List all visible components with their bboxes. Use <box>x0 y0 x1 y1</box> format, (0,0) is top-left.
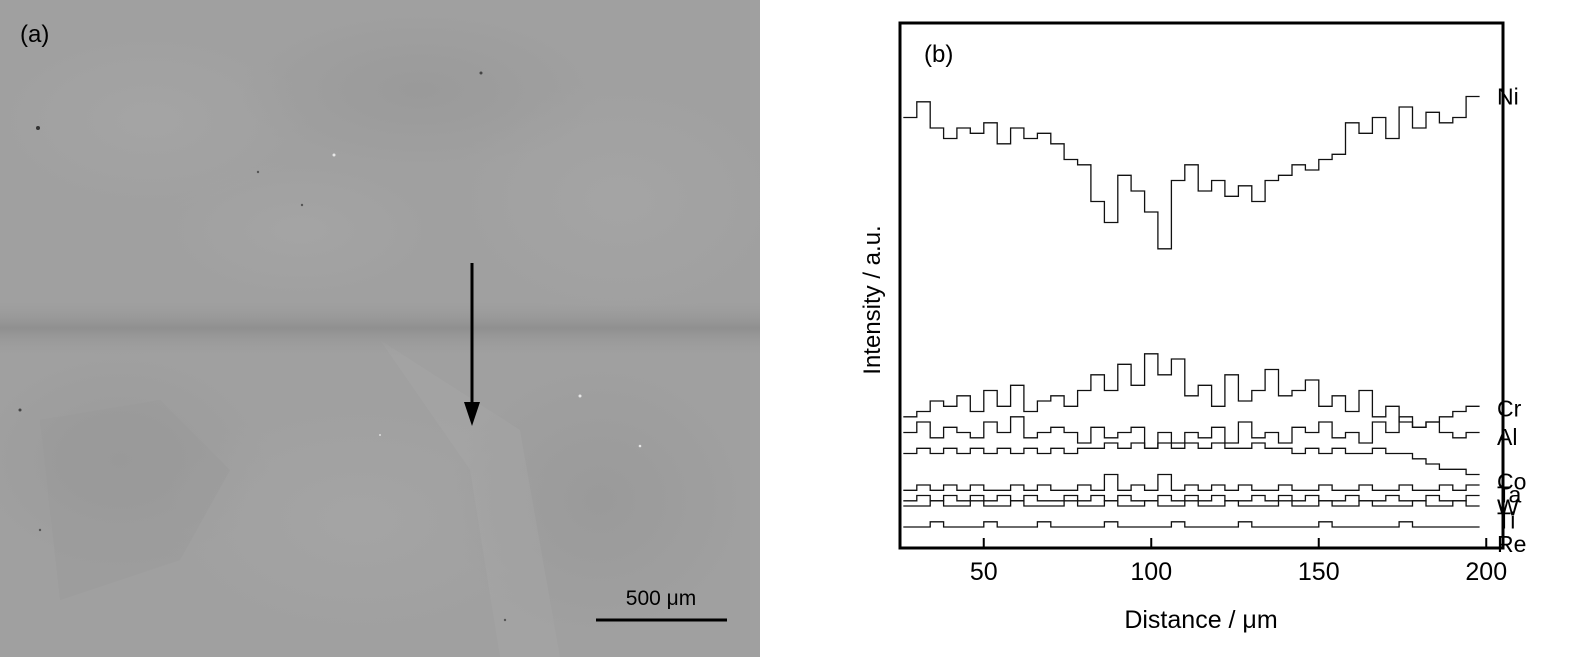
series-line-ti <box>903 500 1480 507</box>
x-tick-label-50: 50 <box>970 558 998 586</box>
series-label-w: W <box>1497 495 1519 521</box>
y-axis-label: Intensity / a.u. <box>859 225 886 374</box>
x-tick-label-100: 100 <box>1130 558 1172 586</box>
series-label-cr: Cr <box>1497 395 1522 421</box>
tick-layer: 50 100 150 200 <box>970 538 1507 586</box>
series-layer <box>903 95 1480 528</box>
micrograph-image: 500 μm (a) <box>0 0 760 657</box>
panel-a-label: (a) <box>20 21 49 48</box>
panel-b-label: (b) <box>924 41 953 68</box>
series-label-co: Co <box>1497 469 1526 495</box>
series-line-co <box>903 442 1480 476</box>
series-line-al <box>903 416 1480 449</box>
series-label-ni: Ni <box>1497 84 1519 110</box>
plot-frame <box>898 21 1505 550</box>
series-line-ni <box>903 95 1480 250</box>
series-line-cr <box>903 353 1480 428</box>
micrograph-panel: 500 μm (a) <box>0 0 760 657</box>
x-axis-label: Distance / μm <box>1124 606 1277 634</box>
scale-bar-label: 500 μm <box>626 587 696 610</box>
scan-arrow-head <box>464 402 480 426</box>
series-label-al: Al <box>1497 424 1517 450</box>
x-tick-label-150: 150 <box>1298 558 1340 586</box>
series-line-re <box>903 521 1480 528</box>
series-label-ti: Ti <box>1497 508 1515 534</box>
series-line-ta <box>903 473 1480 491</box>
x-tick-label-200: 200 <box>1465 558 1507 586</box>
series-label-re: Re <box>1497 531 1526 557</box>
series-label-ta: Ta <box>1497 482 1522 508</box>
line-profile-panel: 50 100 150 200 Ni Cr Al Co Ta W Ti Re (b) Distance… <box>760 0 1594 657</box>
